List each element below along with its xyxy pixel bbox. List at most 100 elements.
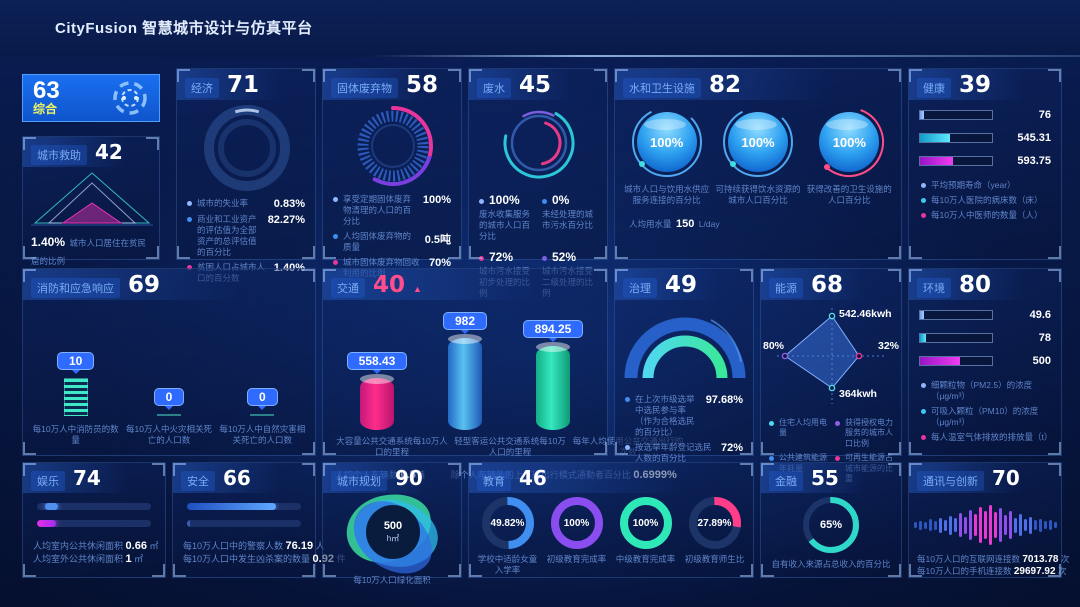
water-ball: 100% 可持续获得饮水资源的城市人口百分比 [714,104,802,206]
panel-title: 金融 [769,471,803,491]
panel-economy[interactable]: 经济 71 城市的失业率 0.83% 商业和工业资产的评估值为全部资产的总评估值… [176,68,316,283]
slider-bar [37,503,151,510]
panel-title: 能源 [769,278,803,298]
triangle-chart [31,172,153,226]
list-item: 城市的失业率 0.83% [177,196,315,212]
slider-bar [37,520,151,527]
panel-health[interactable]: 健康 39 76 545.31 593.75 平均预期寿命（year） 每10万… [908,68,1062,260]
slider-bar [187,503,301,510]
waveform-chart [909,497,1061,553]
panel-water-sanitation[interactable]: 水和卫生设施 82 100% 城市人口与饮用水供应服务连接的百分比 [614,68,902,260]
stat-line: 人均室外公共休闲面积 1 ㎡ [33,553,144,565]
panel-solid-waste[interactable]: 固体废弃物 58 享受定期固体废弃物清理的人口的百分比 100% 人均固体废弃物… [322,68,462,278]
wastewater-rings-chart [503,107,575,179]
brand-name: CityFusion [55,20,138,37]
bar-row: 78 [909,332,1061,344]
panel-score: 69 [128,272,161,298]
panel-score: 58 [406,72,439,98]
panel-title: 交通 [331,278,365,298]
progress-arc [814,107,885,177]
app-title: CityFusion 智慧城市设计与仿真平台 [55,17,313,38]
metric-label: 大容量公共交通系统每10万人口的里程 [336,436,448,458]
panel-score: 68 [811,272,844,298]
fire-metric: 0 [122,308,215,416]
composite-score: 63 [33,77,60,105]
metric-label: 轻型客运公共交通系统每10万人口的里程 [454,436,566,458]
legend-item: 细颗粒物（PM2.5）的浓度（μg/m³） [909,378,1061,404]
water-usage-stat: 人均用水量 150 L/day [629,218,720,231]
bar-row: 76 [909,109,1061,121]
transport-metric: 558.43 [333,304,421,430]
panel-wastewater[interactable]: 废水 45 100% 废水收集服务的城市人口百分比 0% 未经处理的城市污水百分… [468,68,608,298]
progress-arc [722,107,793,177]
stat-line: 每10万人口的互联网连接数 7013.78 次 [917,554,1070,565]
progress-arc [631,107,702,177]
metric-label: 每10万人中火灾相关死亡的人口数 [126,424,212,446]
axis-value-right: 32% [877,340,899,352]
composite-score-card[interactable]: 63 综合 [22,74,160,122]
panel-environment[interactable]: 环境 80 49.6 78 500 细颗粒物（PM2.5）的浓度（μg/m³） … [908,268,1062,456]
panel-title: 通讯与创新 [917,471,984,491]
panel-score: 66 [223,466,251,490]
panel-fire-emergency[interactable]: 消防和应急响应 69 10 0 0 每10万人中消防员的数量 每10万人中火灾相… [22,268,316,456]
axis-value-bottom: 364kwh [839,388,877,400]
rescue-note-text: 城市人口居住在贫民窟的比例 [31,238,146,266]
panel-score: 39 [959,72,992,98]
panel-city-rescue[interactable]: 城市救助 42 1.40% 城市人口居住在贫民窟的比例 [22,136,160,266]
app-subtitle: 智慧城市设计与仿真平台 [142,20,313,37]
radar-chart: 542.46kwh 80% 32% 364kwh [761,300,901,412]
value-bubble: 0 [246,388,278,410]
water-ball: 100% 城市人口与饮用水供应服务连接的百分比 [623,104,711,206]
panel-energy[interactable]: 能源 68 542.46kwh 80% 32% 364kwh 住宅人均用电量 获… [760,268,902,483]
stat-line: 每10万人口中发生凶杀案的数量 0.92 件 [183,553,345,565]
panel-title: 固体废弃物 [331,78,398,98]
metric-label: 每10万人口绿化面积 [353,575,431,585]
panel-score: 71 [227,72,260,98]
axis-value-left: 80% [763,340,785,352]
panel-title: 安全 [181,471,215,491]
legend-item: 住宅人均用电量 [765,416,831,451]
stat-block: 0% 未经处理的城市污水百分比 [542,193,594,231]
rescue-note-value: 1.40% [31,235,66,249]
panel-score: 46 [519,466,547,490]
panel-score: 45 [519,72,552,98]
panel-title: 健康 [917,78,951,98]
panel-title: 环境 [917,278,951,298]
panel-score: 55 [811,466,839,490]
panel-title: 水和卫生设施 [623,78,701,98]
panel-score: 42 [95,140,123,164]
panel-comms-innovation[interactable]: 通讯与创新 70 每10万人口的互联网连接数 7013.78 次 每10万人口的… [908,462,1070,578]
composite-label: 综合 [33,102,58,117]
bar-row: 49.6 [909,309,1061,321]
stat-line: 每10万人口的手机连接数 29697.92 次 [917,566,1067,577]
donut-metric: 49.82% 学校中适龄女童入学率 [475,495,541,576]
panel-governance[interactable]: 治理 49 在上次市级选举中选民参与率（作为合格选民的百分比） 97.68% 按… [614,268,754,463]
economy-donut-chart [204,105,290,191]
value-bubble: 982 [442,312,488,334]
axis-value-top: 542.46kwh [839,308,892,320]
panel-score: 40 [373,272,406,298]
panel-finance[interactable]: 金融 55 65% 自有收入来源占总收入的百分比 [760,462,902,578]
list-item: 商业和工业资产的评估值为全部资产的总评估值的百分比 82.27% [177,212,315,260]
panel-title: 治理 [623,278,657,298]
legend-item: 可吸入颗粒（PM10）的浓度（μg/m³） [909,404,1061,430]
panel-title: 城市救助 [31,145,87,165]
panel-title: 废水 [477,78,511,98]
striped-bar [63,378,88,416]
panel-urban-planning[interactable]: 城市规划 90 500 h㎡ 每10万人口绿化面积 [322,462,462,590]
list-item: 享受定期固体废弃物清理的人口的百分比 100% [323,192,461,229]
panel-education[interactable]: 教育 46 49.82% 学校中适龄女童入学率 [468,462,754,578]
panel-entertainment[interactable]: 娱乐 74 人均室内公共休闲面积 0.66 ㎡ 人均室外公共休闲面积 1 ㎡ [22,462,166,578]
value-bubble: 558.43 [346,352,408,374]
striped-bar [250,414,275,416]
bar-row: 593.75 [909,155,1061,167]
transport-metric: 894.25 [509,304,597,430]
legend-item: 平均预期寿命（year） [909,178,1061,193]
legend-item: 每10万人医院的病床数（床） [909,193,1061,208]
panel-score: 90 [395,466,423,490]
panel-transport[interactable]: 交通 40 ▲ 558.43 982 894.25 大容量公共交通系统每10万人… [322,268,683,481]
panel-safety[interactable]: 安全 66 每10万人口中的警察人数 76.19 人 每10万人口中发生凶杀案的… [172,462,345,578]
list-item: 在上次市级选举中选民参与率（作为合格选民的百分比） 97.68% [615,392,753,440]
stat-block: 100% 废水收集服务的城市人口百分比 [479,193,531,242]
